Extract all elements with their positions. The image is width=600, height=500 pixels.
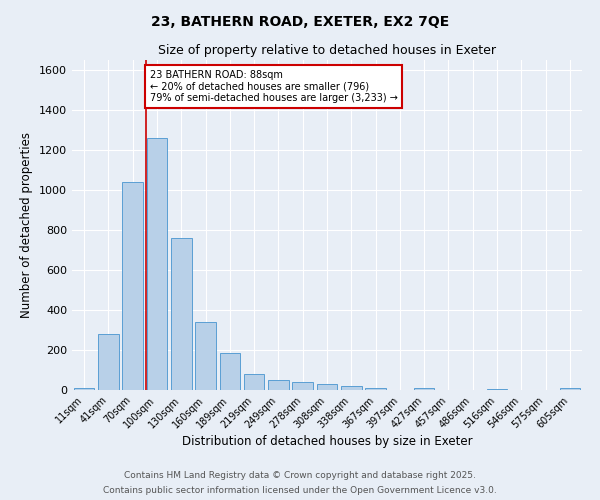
Bar [341, 386, 362, 390]
Bar [414, 388, 434, 390]
Y-axis label: Number of detached properties: Number of detached properties [20, 132, 34, 318]
Bar [560, 388, 580, 390]
Bar [74, 388, 94, 390]
Bar [365, 388, 386, 390]
Bar [146, 138, 167, 390]
Text: Contains HM Land Registry data © Crown copyright and database right 2025.: Contains HM Land Registry data © Crown c… [124, 471, 476, 480]
Text: Contains public sector information licensed under the Open Government Licence v3: Contains public sector information licen… [103, 486, 497, 495]
Bar [487, 388, 508, 390]
X-axis label: Distribution of detached houses by size in Exeter: Distribution of detached houses by size … [182, 436, 472, 448]
Bar [220, 353, 240, 390]
Title: Size of property relative to detached houses in Exeter: Size of property relative to detached ho… [158, 44, 496, 58]
Bar [122, 182, 143, 390]
Bar [317, 384, 337, 390]
Bar [268, 380, 289, 390]
Bar [292, 382, 313, 390]
Bar [244, 374, 265, 390]
Text: 23, BATHERN ROAD, EXETER, EX2 7QE: 23, BATHERN ROAD, EXETER, EX2 7QE [151, 15, 449, 29]
Text: 23 BATHERN ROAD: 88sqm
← 20% of detached houses are smaller (796)
79% of semi-de: 23 BATHERN ROAD: 88sqm ← 20% of detached… [150, 70, 398, 103]
Bar [171, 238, 191, 390]
Bar [98, 334, 119, 390]
Bar [195, 322, 216, 390]
